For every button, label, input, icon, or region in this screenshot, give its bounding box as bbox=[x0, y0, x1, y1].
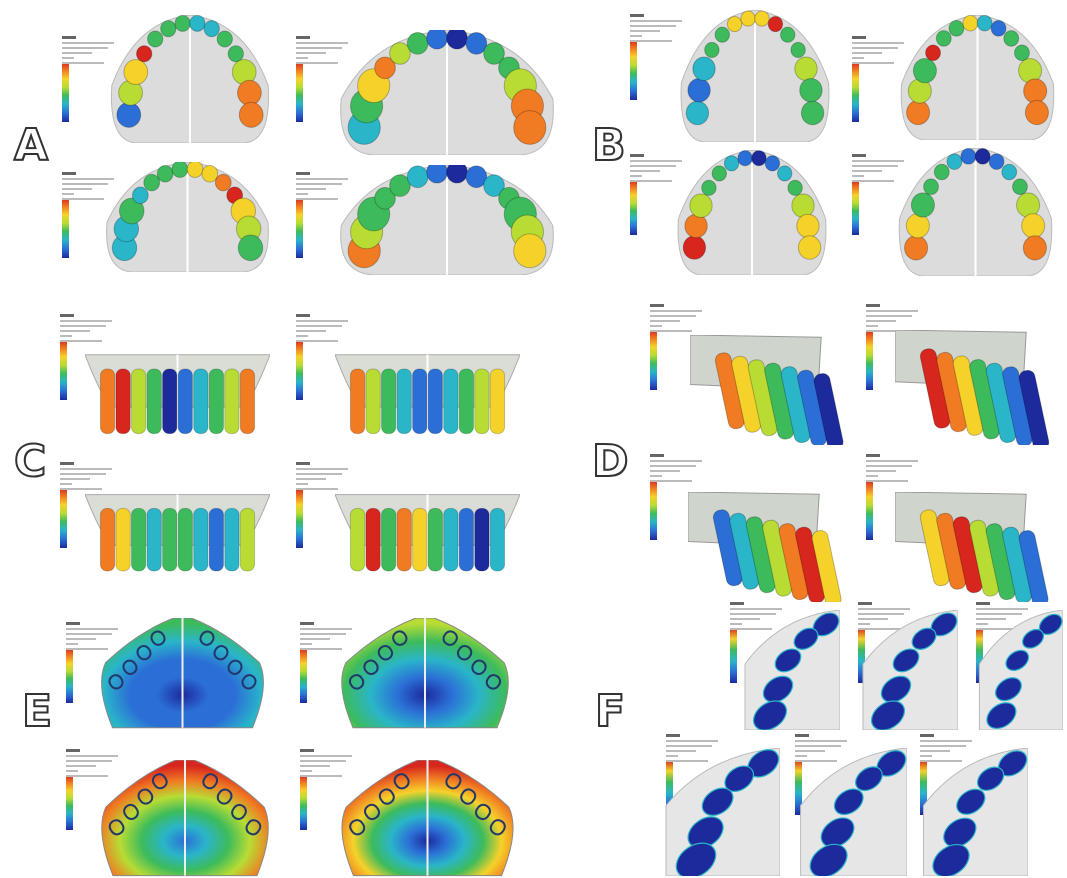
pdl-f5 bbox=[795, 748, 907, 876]
frontal-c4 bbox=[335, 490, 520, 582]
arch-b4 bbox=[893, 148, 1058, 276]
pdl-f2 bbox=[858, 610, 958, 730]
panel-label-f: F bbox=[594, 686, 626, 737]
arch-b2 bbox=[895, 15, 1060, 140]
legend-e2 bbox=[300, 622, 352, 703]
legend-c1 bbox=[60, 314, 112, 400]
arch-a1 bbox=[105, 15, 275, 143]
pdl-f6 bbox=[918, 748, 1028, 876]
frontal-c3 bbox=[85, 490, 270, 582]
frontal-c2 bbox=[335, 350, 520, 445]
lateral-d1 bbox=[690, 335, 850, 445]
arch-b3 bbox=[672, 150, 832, 275]
legend-e4 bbox=[300, 749, 352, 830]
panel-label-a: A bbox=[13, 120, 49, 171]
arch-a4 bbox=[332, 165, 562, 275]
palate-e2 bbox=[335, 618, 515, 730]
palate-e1 bbox=[95, 618, 270, 730]
palate-e4 bbox=[335, 760, 520, 878]
panel-label-b: B bbox=[591, 120, 627, 171]
arch-a3 bbox=[100, 162, 275, 272]
lateral-d2 bbox=[895, 330, 1055, 445]
pdl-f3 bbox=[975, 610, 1063, 730]
pdl-f4 bbox=[660, 748, 780, 876]
legend-f4 bbox=[666, 734, 718, 815]
legend-d2 bbox=[866, 304, 918, 390]
panel-label-d: D bbox=[591, 436, 630, 487]
legend-b2 bbox=[852, 36, 904, 122]
legend-e3 bbox=[66, 749, 118, 830]
legend-d1 bbox=[650, 304, 702, 390]
legend-d3 bbox=[650, 454, 702, 540]
legend-c4 bbox=[296, 462, 348, 548]
frontal-c1 bbox=[85, 350, 270, 445]
legend-f1 bbox=[730, 602, 782, 683]
legend-b3 bbox=[630, 154, 682, 235]
legend-d4 bbox=[866, 454, 918, 540]
panel-label-c: C bbox=[13, 436, 47, 487]
legend-c3 bbox=[60, 462, 112, 548]
lateral-d4 bbox=[895, 492, 1055, 602]
legend-a1 bbox=[62, 36, 114, 122]
legend-f6 bbox=[920, 734, 972, 815]
legend-c2 bbox=[296, 314, 348, 400]
legend-f2 bbox=[858, 602, 910, 683]
arch-a2 bbox=[332, 30, 562, 155]
lateral-d3 bbox=[688, 492, 848, 602]
arch-b1 bbox=[675, 10, 835, 142]
palate-e3 bbox=[95, 760, 275, 878]
pdl-f1 bbox=[740, 610, 840, 730]
legend-a2 bbox=[296, 36, 348, 122]
panel-label-e: E bbox=[21, 686, 53, 737]
legend-b4 bbox=[852, 154, 904, 235]
legend-f3 bbox=[976, 602, 1028, 683]
legend-a4 bbox=[296, 172, 348, 258]
legend-b1 bbox=[630, 14, 682, 100]
legend-a3 bbox=[62, 172, 114, 258]
legend-f5 bbox=[795, 734, 847, 815]
legend-e1 bbox=[66, 622, 118, 703]
